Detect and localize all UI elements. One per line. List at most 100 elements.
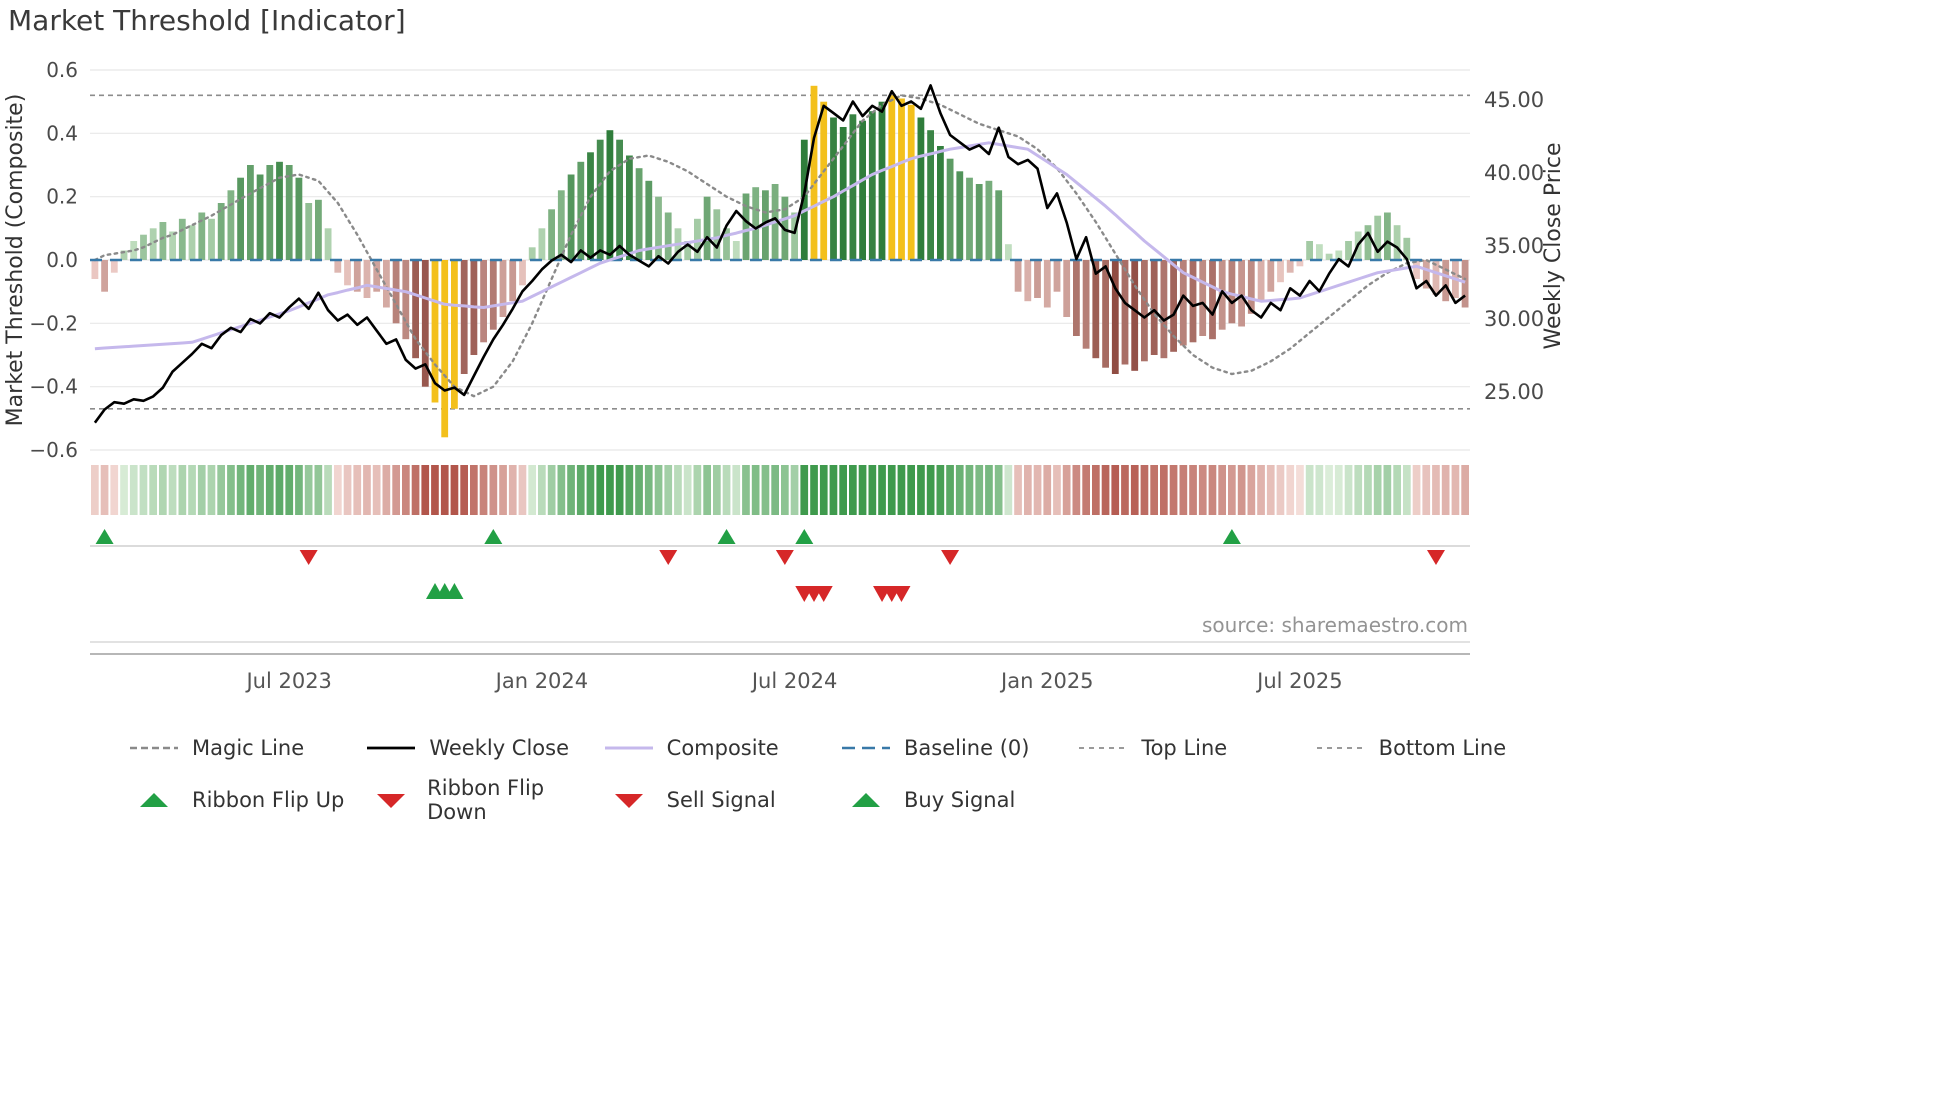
right-tick-label: 30.00 <box>1484 307 1544 331</box>
ribbon-cell <box>100 465 109 515</box>
threshold-bar <box>830 117 837 260</box>
left-tick-label: 0.0 <box>46 248 78 272</box>
threshold-bar <box>1179 260 1187 346</box>
ribbon-cell <box>382 465 391 515</box>
ribbon-cell <box>674 465 682 515</box>
legend-item-ribbon-flip-up: Ribbon Flip Up <box>128 776 365 824</box>
ribbon-cell <box>946 465 954 515</box>
dash-dot-gray-glyph <box>1316 747 1365 749</box>
threshold-bar <box>1364 225 1372 260</box>
ribbon-cell <box>683 465 692 515</box>
threshold-bar <box>315 199 322 260</box>
ribbon-cell <box>1189 465 1197 515</box>
solid-lavender-glyph <box>604 746 653 750</box>
legend-label: Ribbon Flip Down <box>427 776 545 824</box>
ribbon-cell <box>858 465 867 515</box>
ribbon-cell <box>907 465 915 515</box>
ribbon-cell <box>625 465 634 515</box>
ribbon-cell <box>751 465 760 515</box>
threshold-bar <box>664 212 672 260</box>
threshold-bar <box>353 260 361 292</box>
sell-signal-marker <box>892 586 911 602</box>
threshold-bar <box>635 168 643 260</box>
ribbon-cell <box>392 465 400 515</box>
threshold-bar <box>645 180 653 260</box>
ribbon-cell <box>887 465 896 515</box>
ribbon-cell <box>1140 465 1149 515</box>
threshold-bar <box>431 260 439 403</box>
legend-item-composite: Composite <box>603 736 840 760</box>
ribbon-cell <box>440 465 449 515</box>
ribbon-cell <box>188 465 196 515</box>
ribbon-cell <box>1092 465 1100 515</box>
ribbon-cell <box>732 465 741 515</box>
ribbon-cell <box>781 465 789 515</box>
ribbon-cell <box>1305 465 1314 515</box>
threshold-bar <box>956 171 964 260</box>
ribbon-cell <box>1393 465 1401 515</box>
threshold-bar <box>188 225 196 260</box>
threshold-bar <box>839 127 847 260</box>
x-tick-label: Jan 2025 <box>999 669 1094 693</box>
threshold-bar <box>528 247 536 260</box>
ribbon-cell <box>227 465 235 515</box>
ribbon-cell <box>654 465 663 515</box>
x-tick-label: Jul 2024 <box>750 669 837 693</box>
ribbon-cell <box>606 465 614 515</box>
ribbon-cell <box>722 465 731 515</box>
ribbon-cell <box>849 465 857 515</box>
ribbon-cell <box>411 465 420 515</box>
chart-legend: Magic Line Weekly Close Composite Baseline … <box>128 736 1552 824</box>
ribbon-flip-down-marker <box>299 550 318 565</box>
ribbon-cell <box>120 465 128 515</box>
legend-item-ribbon-flip-down: Ribbon Flip Down <box>365 776 602 824</box>
ribbon-cell <box>985 465 993 515</box>
threshold-bar <box>169 231 176 260</box>
legend-label: Baseline (0) <box>903 736 1030 760</box>
threshold-bar <box>1043 260 1051 308</box>
threshold-bar <box>684 241 692 260</box>
ribbon-cell <box>615 465 624 515</box>
threshold-bar <box>451 260 458 409</box>
ribbon-cell <box>1024 465 1032 515</box>
threshold-bar <box>1432 260 1440 295</box>
threshold-bar <box>975 184 983 260</box>
right-tick-label: 40.00 <box>1484 161 1544 185</box>
threshold-bar <box>694 218 701 260</box>
threshold-bar <box>1150 260 1158 355</box>
ribbon-cell <box>353 465 362 515</box>
ribbon-cell <box>314 465 323 515</box>
threshold-bar <box>460 260 468 374</box>
threshold-bar <box>868 111 876 260</box>
ribbon-cell <box>936 465 945 515</box>
threshold-bar <box>898 98 905 260</box>
threshold-bar <box>1257 260 1265 302</box>
legend-item-sell-signal: Sell Signal <box>603 776 840 824</box>
ribbon-flip-down-marker <box>941 550 960 565</box>
threshold-bar <box>820 101 828 260</box>
x-tick-label: Jan 2024 <box>494 669 589 693</box>
threshold-bar <box>1014 260 1022 292</box>
left-tick-label: 0.4 <box>46 121 78 145</box>
solid-black-glyph <box>367 746 416 750</box>
threshold-bar <box>217 203 225 260</box>
threshold-bar <box>480 260 487 343</box>
threshold-bar <box>1374 215 1382 260</box>
ribbon-cell <box>178 465 187 515</box>
threshold-bar <box>1306 241 1313 260</box>
ribbon-cell <box>236 465 245 515</box>
ribbon-cell <box>790 465 799 515</box>
legend-label: Buy Signal <box>903 788 1016 812</box>
ribbon-cell <box>1403 465 1411 515</box>
threshold-bar <box>888 95 896 260</box>
left-tick-label: 0.6 <box>46 58 78 82</box>
threshold-bar <box>917 117 925 260</box>
composite-line <box>94 141 1466 351</box>
ribbon-cell <box>576 465 585 515</box>
ribbon-cell <box>1198 465 1207 515</box>
threshold-bar <box>305 203 313 260</box>
dash-dot-gray-glyph <box>1079 747 1128 749</box>
weekly-close-line <box>93 84 1466 424</box>
ribbon-cell <box>508 465 517 515</box>
